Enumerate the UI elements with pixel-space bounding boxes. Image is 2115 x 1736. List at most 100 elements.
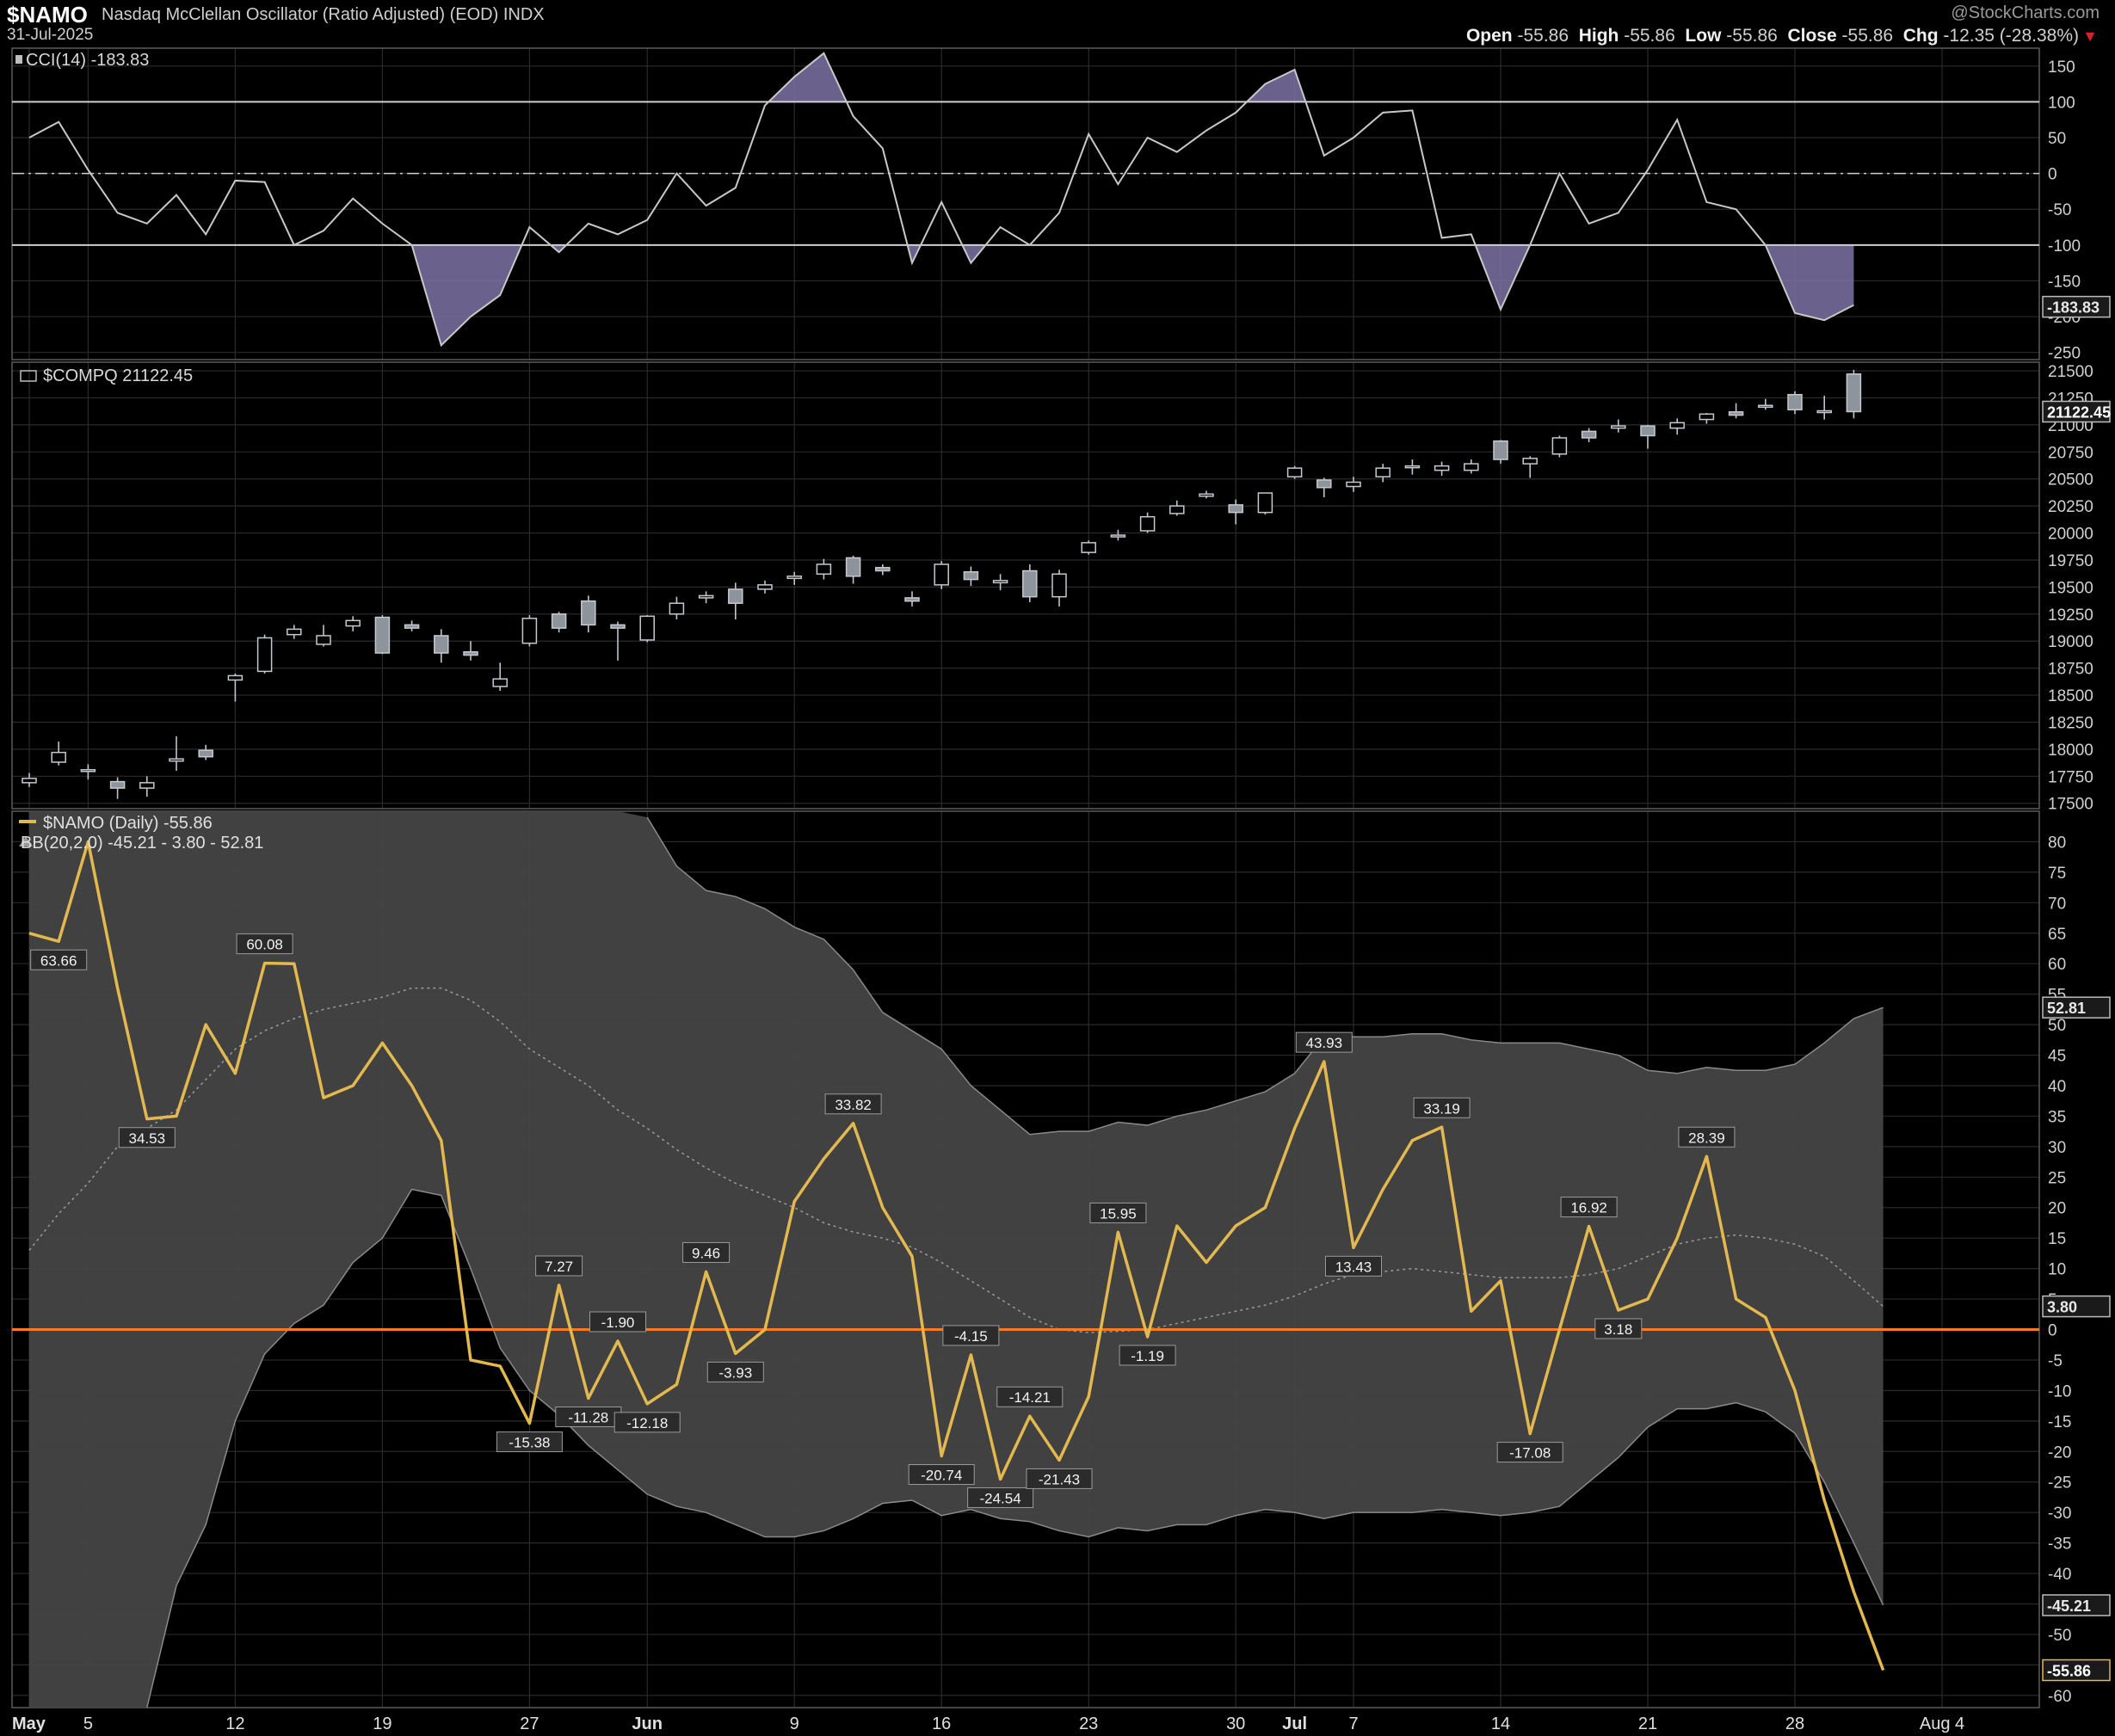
y-tick-label: 20000 [2048,526,2093,544]
data-label: 7.27 [535,1255,583,1277]
x-tick-label: 14 [1491,1714,1510,1733]
data-label: 16.92 [1560,1197,1618,1218]
data-label-text: 15.95 [1100,1205,1137,1222]
chg-label: Chg [1902,26,1939,46]
data-label-text: 13.43 [1335,1259,1372,1275]
data-label: 13.43 [1325,1255,1382,1277]
candle [1669,418,1685,435]
data-label-box [706,1361,764,1382]
y-tick-label: 80 [2048,834,2066,852]
data-label: 43.93 [1295,1031,1353,1053]
candle-body [757,584,773,590]
candle [1699,413,1715,424]
candle-body [698,594,714,599]
candle [728,582,743,620]
x-tick-label: 16 [932,1714,951,1733]
candle-body [198,749,213,758]
y-tick-label: 18750 [2048,661,2093,679]
x-tick-label: Jun [632,1714,663,1733]
candle-body [227,674,244,681]
candle-body [1051,573,1067,598]
cci-price-tag-text: -183.83 [2047,299,2100,317]
data-label: -4.15 [942,1325,1000,1346]
y-tick-label: 35 [2048,1108,2066,1126]
candle [1611,419,1626,433]
data-label: 33.19 [1413,1097,1471,1118]
bb-middle-tag-text: 3.80 [2047,1299,2077,1316]
x-tick-label: 23 [1079,1714,1098,1733]
candle [669,596,685,620]
candle [1257,492,1273,515]
data-label-box [908,1464,975,1486]
candle-body [1199,493,1214,497]
candle-body [1640,425,1656,437]
y-tick-label: 100 [2048,94,2075,112]
data-label: -11.28 [555,1406,622,1427]
compq-price-tag: 21122.45 [2042,400,2111,423]
data-label: -21.43 [1026,1468,1093,1489]
candle-body [404,624,420,629]
candle-body [934,563,949,586]
y-tick-label: -20 [2048,1444,2071,1462]
candle [492,662,508,692]
candle [1081,540,1096,555]
candle [404,620,420,631]
cci-frame [11,47,2040,360]
candle [22,773,37,787]
ohlc-readout: Open -55.86 High -55.86 Low -55.86 Close… [1466,26,2079,46]
data-label-box [1594,1318,1643,1339]
candle-body [109,780,126,789]
cci-overbought-shade [768,52,847,102]
y-tick-label: -35 [2048,1536,2071,1554]
candle-body [610,624,626,629]
y-tick-label: 18000 [2048,742,2093,760]
data-label-text: 9.46 [692,1245,720,1261]
x-tick-label: 27 [520,1714,539,1733]
candle-body [80,769,96,773]
candle-body [1228,504,1243,514]
candle-body [992,580,1008,584]
bb-legend-swatch [19,836,33,846]
candle-body [639,615,655,641]
candle [1581,428,1597,442]
y-tick-label: 50 [2048,130,2066,148]
y-tick-label: 19000 [2048,633,2093,651]
low-value: -55.86 [1726,26,1778,46]
panel-frames [11,47,2040,1708]
data-label-text: -14.21 [1009,1389,1051,1406]
candle [1728,403,1744,419]
data-label-text: -12.18 [626,1415,668,1431]
x-tick-label: May [12,1714,46,1733]
y-tick-label: 20750 [2048,444,2093,462]
legend-layer: CCI(14) -183.83 $COMPQ 21122.45 $NAMO (Dai… [15,51,263,853]
data-label-text: 33.82 [835,1097,872,1113]
data-label: 60.08 [236,933,293,955]
data-label: 15.95 [1089,1202,1147,1223]
candle [227,673,244,702]
candle [1522,456,1538,478]
bb-band [29,811,1884,1708]
candle-body [521,618,538,644]
candle [1286,465,1303,479]
candle [1434,461,1450,476]
candle [1051,569,1067,607]
candle [1316,477,1332,498]
y-tick-label: -100 [2048,237,2081,255]
candle-body [256,637,273,673]
data-label-box [496,1431,563,1453]
candle-body [345,619,361,627]
y-tick-label: 15 [2048,1230,2066,1248]
data-label: -24.54 [967,1487,1034,1508]
candle-body [1493,440,1508,460]
y-tick-label: 20250 [2048,498,2093,516]
namo-panel: 63.66 34.53 60.08 -15.38 7.27 -11.28 -1.90 -12.… [12,811,2039,1708]
data-label: -20.74 [908,1464,975,1486]
data-label-box [1295,1031,1353,1053]
candle-body [1581,430,1597,439]
candle-body [551,613,567,629]
candle-body [1139,515,1156,532]
candle [639,615,655,643]
candle [551,612,567,633]
y-tick-label: 20500 [2048,471,2093,489]
candle-body [669,602,685,615]
